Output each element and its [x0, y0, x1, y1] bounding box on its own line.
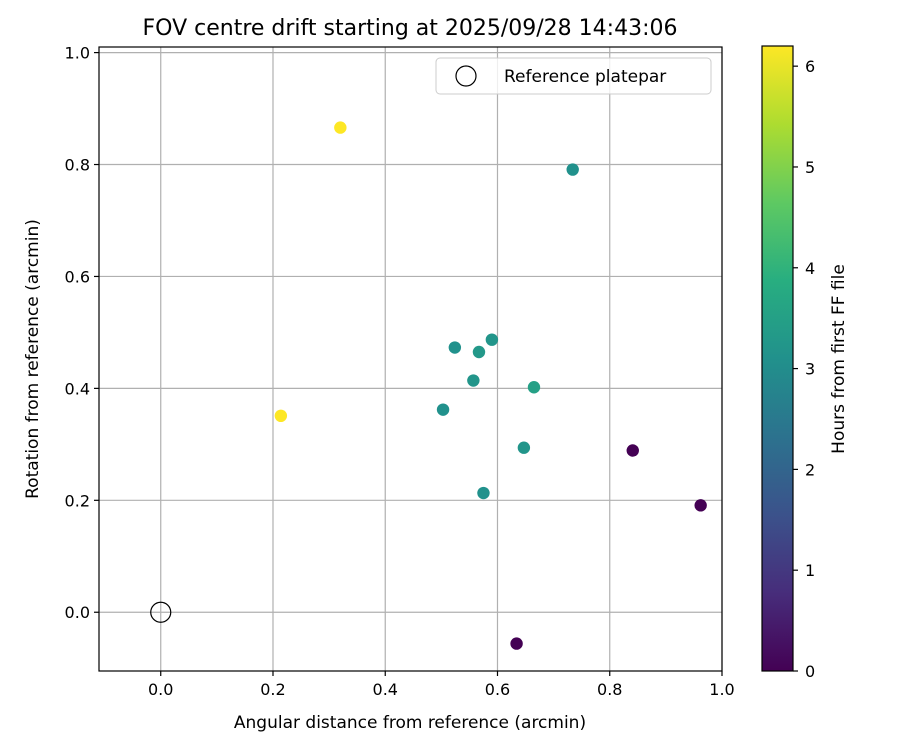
scatter-point	[448, 341, 462, 354]
x-tick-label: 0.4	[373, 680, 398, 699]
scatter-point	[274, 409, 288, 423]
x-tick-label: 0.0	[148, 680, 173, 699]
colorbar-tick-label: 0	[805, 662, 815, 681]
colorbar-tick-label: 4	[805, 259, 815, 278]
legend-box	[435, 57, 712, 95]
x-tick-label: 0.8	[597, 680, 622, 699]
scatter-points	[274, 121, 707, 650]
plot-frame	[98, 46, 723, 672]
scatter-point	[485, 333, 499, 346]
reference-layer	[150, 601, 172, 623]
x-tick-label: 0.6	[485, 680, 510, 699]
legend-open-circle-marker	[455, 65, 477, 87]
colorbar-tick-label: 6	[805, 57, 815, 76]
scatter-point	[527, 381, 541, 394]
colorbar: 0 1 2 3 4 5 6 Hours from first FF file	[761, 45, 849, 681]
scatter-point	[436, 403, 450, 416]
legend: Reference platepar	[435, 57, 712, 95]
colorbar-gradient	[761, 45, 794, 672]
colorbar-tick-label: 2	[805, 460, 815, 479]
x-axis-ticks: 0.0 0.2 0.4 0.6 0.8 1.0	[148, 671, 735, 699]
y-tick-label: 1.0	[65, 44, 90, 63]
x-tick-label: 0.2	[260, 680, 285, 699]
scatter-point	[517, 441, 531, 454]
colorbar-tick-label: 3	[805, 360, 815, 379]
y-axis-ticks: 0.0 0.2 0.4 0.6 0.8 1.0	[65, 44, 99, 622]
y-tick-label: 0.0	[65, 603, 90, 622]
y-tick-label: 0.6	[65, 267, 90, 286]
scatter-point	[467, 374, 480, 387]
reference-platepar-marker	[150, 601, 172, 623]
scatter-point	[626, 444, 639, 457]
x-axis-label: Angular distance from reference (arcmin)	[234, 713, 586, 733]
y-axis-label: Rotation from reference (arcmin)	[23, 219, 43, 499]
y-tick-label: 0.4	[65, 379, 90, 398]
colorbar-ticks: 0 1 2 3 4 5 6	[793, 57, 815, 681]
grid-lines	[99, 47, 723, 671]
scatter-point	[566, 163, 579, 176]
y-tick-label: 0.2	[65, 491, 90, 510]
scatter-point	[472, 345, 486, 359]
scatter-point	[477, 486, 490, 500]
x-tick-label: 1.0	[709, 680, 734, 699]
scatter-point	[334, 121, 347, 134]
scatter-point	[510, 637, 523, 650]
scatter-point	[694, 499, 707, 512]
colorbar-label: Hours from first FF file	[829, 264, 849, 454]
y-tick-label: 0.8	[65, 156, 90, 175]
colorbar-tick-label: 5	[805, 158, 815, 177]
legend-label: Reference platepar	[504, 67, 666, 87]
colorbar-tick-label: 1	[805, 561, 815, 580]
chart-title: FOV centre drift starting at 2025/09/28 …	[143, 16, 678, 41]
